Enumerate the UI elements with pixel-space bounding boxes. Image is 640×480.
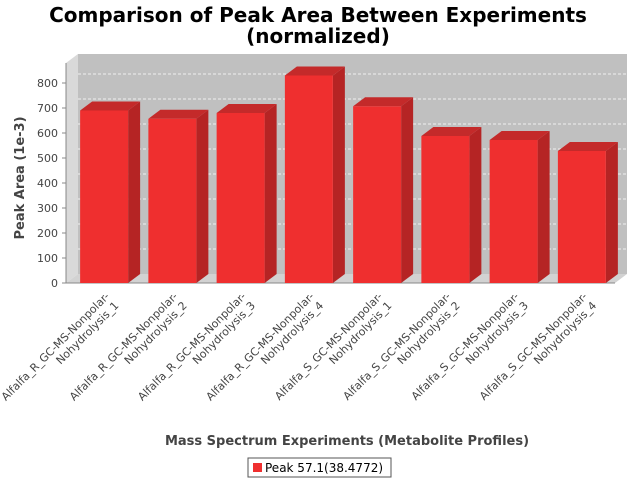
y-tick-label: 300 — [37, 202, 58, 215]
y-tick-label: 400 — [37, 177, 58, 190]
x-axis-label: Mass Spectrum Experiments (Metabolite Pr… — [165, 434, 529, 449]
bar — [216, 104, 277, 283]
x-category-label: Alfalfa_R_GC-MS-Nonpolar-Nohydrolysis_1 — [0, 290, 121, 413]
bar — [284, 66, 345, 283]
bars — [80, 66, 618, 283]
bar — [148, 109, 209, 283]
chart-title-line-2: (normalized) — [246, 24, 390, 48]
y-tick-label: 100 — [37, 252, 58, 265]
legend-label: Peak 57.1(38.4772) — [265, 461, 383, 475]
y-tick-label: 600 — [37, 127, 58, 140]
bar — [489, 131, 550, 283]
y-tick-label: 500 — [37, 152, 58, 165]
legend: Peak 57.1(38.4772) — [247, 457, 392, 478]
y-tick-label: 700 — [37, 102, 58, 115]
y-axis-label: Peak Area (1e-3) — [13, 116, 28, 239]
y-tick-label: 0 — [51, 277, 58, 290]
bar — [80, 101, 141, 283]
chart-title-line-1: Comparison of Peak Area Between Experime… — [49, 3, 587, 27]
y-tick-label: 800 — [37, 77, 58, 90]
y-tick-label: 200 — [37, 227, 58, 240]
bar — [557, 142, 618, 283]
legend-swatch — [253, 463, 262, 472]
x-axis-categories: Alfalfa_R_GC-MS-Nonpolar-Nohydrolysis_1A… — [0, 290, 599, 413]
bar — [421, 127, 482, 283]
legend-box — [247, 457, 392, 478]
bar — [353, 97, 414, 283]
